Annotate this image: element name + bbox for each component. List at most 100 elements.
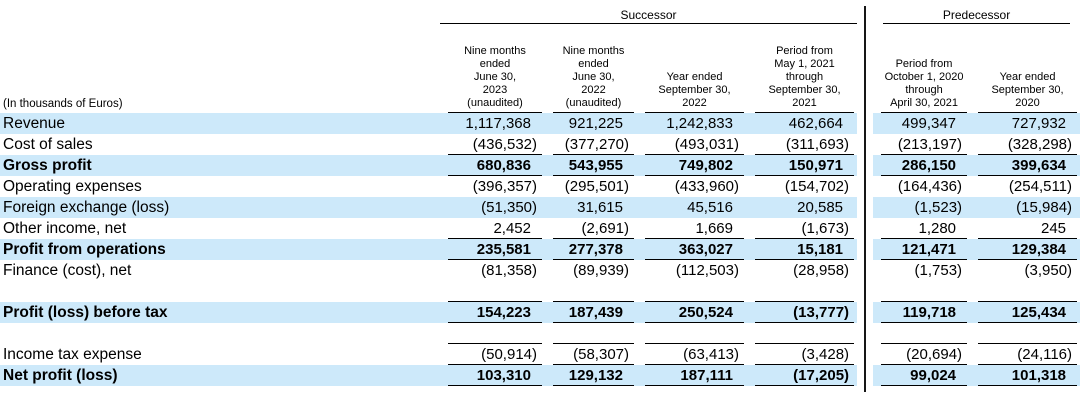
value xyxy=(553,323,634,344)
column-header: Period from May 1, 2021 through Septembe… xyxy=(747,24,857,113)
value-cell: 119,718 xyxy=(873,302,970,323)
value: 462,664 xyxy=(788,115,844,132)
group-header-row: Successor Predecessor xyxy=(0,4,1080,24)
value: 286,150 xyxy=(881,155,968,176)
value-cell: (436,532) xyxy=(440,134,545,155)
value-cell: 187,439 xyxy=(545,302,637,323)
row-label xyxy=(0,323,440,344)
value-cell: (2,691) xyxy=(545,218,637,239)
value-cell xyxy=(873,323,970,344)
value: (20,694) xyxy=(881,344,968,365)
value-cell: 727,932 xyxy=(970,113,1080,134)
value-cell: (164,436) xyxy=(873,176,970,197)
predecessor-group-label: Predecessor xyxy=(883,8,1071,24)
value: 727,932 xyxy=(1011,115,1067,132)
value: (63,413) xyxy=(645,344,744,365)
value xyxy=(978,323,1078,344)
successor-group-label: Successor xyxy=(440,8,858,24)
value: 45,516 xyxy=(687,199,733,216)
value-cell xyxy=(970,323,1080,344)
value-cell: (396,357) xyxy=(440,176,545,197)
value-cell: 1,117,368 xyxy=(440,113,545,134)
value-cell: 99,024 xyxy=(873,365,970,386)
value: 1,117,368 xyxy=(465,115,531,132)
value: (311,693) xyxy=(755,134,855,155)
value-cell: (50,914) xyxy=(440,344,545,365)
value-cell: (58,307) xyxy=(545,344,637,365)
value-cell: 462,664 xyxy=(747,113,857,134)
value: 245 xyxy=(978,218,1078,239)
value-cell: (1,673) xyxy=(747,218,857,239)
value: (13,777) xyxy=(755,302,855,323)
row-label: Gross profit xyxy=(3,156,92,174)
value-cell: (3,950) xyxy=(970,260,1080,281)
value xyxy=(881,281,968,302)
value-cell: 45,516 xyxy=(637,197,747,218)
value-cell: 363,027 xyxy=(637,239,747,260)
table-row-finance-cost: Finance (cost), net (81,358) (89,939) (1… xyxy=(0,260,1080,281)
value-cell: 1,280 xyxy=(873,218,970,239)
value: 187,111 xyxy=(645,365,744,386)
value: 15,181 xyxy=(755,239,855,260)
value-cell: (17,205) xyxy=(747,365,857,386)
value-cell: 1,242,833 xyxy=(637,113,747,134)
column-header: Nine months ended June 30, 2022 (unaudit… xyxy=(545,24,637,113)
value: (50,914) xyxy=(448,344,542,365)
column-header-text: Year ended September 30, 2020 xyxy=(978,71,1078,113)
row-label: Profit (loss) before tax xyxy=(3,303,168,321)
value: 277,378 xyxy=(553,239,634,260)
value: 31,615 xyxy=(577,199,623,216)
value: (254,511) xyxy=(1008,178,1073,195)
value: (112,503) xyxy=(675,262,739,279)
value-cell: 125,434 xyxy=(970,302,1080,323)
value: 235,581 xyxy=(448,239,542,260)
value-cell: (1,753) xyxy=(873,260,970,281)
value-cell: (13,777) xyxy=(747,302,857,323)
value-cell: (89,939) xyxy=(545,260,637,281)
value: (51,350) xyxy=(481,199,537,216)
row-label xyxy=(0,281,440,302)
value: 150,971 xyxy=(755,155,855,176)
table-row-revenue: Revenue 1,117,368 921,225 1,242,833 462,… xyxy=(0,113,1080,134)
value-cell: 1,669 xyxy=(637,218,747,239)
value-cell: 245 xyxy=(970,218,1080,239)
value: (2,691) xyxy=(553,218,634,239)
column-header: Nine months ended June 30, 2023 (unaudit… xyxy=(440,24,545,113)
row-label: Foreign exchange (loss) xyxy=(3,198,170,216)
value-cell: 399,634 xyxy=(970,155,1080,176)
value xyxy=(448,323,542,344)
value: (396,357) xyxy=(472,178,537,195)
value-cell xyxy=(545,281,637,302)
row-label: Profit from operations xyxy=(3,240,166,258)
value: 119,718 xyxy=(881,302,968,323)
value-cell: (433,960) xyxy=(637,176,747,197)
value: (24,116) xyxy=(978,344,1078,365)
value: 363,027 xyxy=(645,239,744,260)
column-header-text: Period from May 1, 2021 through Septembe… xyxy=(755,45,855,113)
value: (436,532) xyxy=(448,134,542,155)
predecessor-group-header: Predecessor xyxy=(873,4,1080,24)
column-header: Year ended September 30, 2022 xyxy=(637,24,747,113)
value: (295,501) xyxy=(564,178,629,195)
value: (58,307) xyxy=(553,344,634,365)
row-label: Cost of sales xyxy=(3,135,93,153)
value: (89,939) xyxy=(573,262,629,279)
column-header-text: Nine months ended June 30, 2023 (unaudit… xyxy=(448,45,542,113)
table-row-other-income: Other income, net 2,452 (2,691) 1,669 (1… xyxy=(0,218,1080,239)
successor-group-header: Successor xyxy=(440,4,858,24)
value-cell: (51,350) xyxy=(440,197,545,218)
value: (164,436) xyxy=(897,178,963,195)
value-cell: 921,225 xyxy=(545,113,637,134)
value: (1,673) xyxy=(755,218,855,239)
column-header-text: Year ended September 30, 2022 xyxy=(645,71,744,113)
value-cell: (328,298) xyxy=(970,134,1080,155)
value-cell: 2,452 xyxy=(440,218,545,239)
row-label: Other income, net xyxy=(3,219,127,237)
row-label: Operating expenses xyxy=(3,177,142,195)
value xyxy=(645,323,744,344)
table-row-blank xyxy=(0,281,1080,302)
value: 154,223 xyxy=(448,302,542,323)
value-cell: 250,524 xyxy=(637,302,747,323)
value xyxy=(755,323,855,344)
value-cell: (28,958) xyxy=(747,260,857,281)
